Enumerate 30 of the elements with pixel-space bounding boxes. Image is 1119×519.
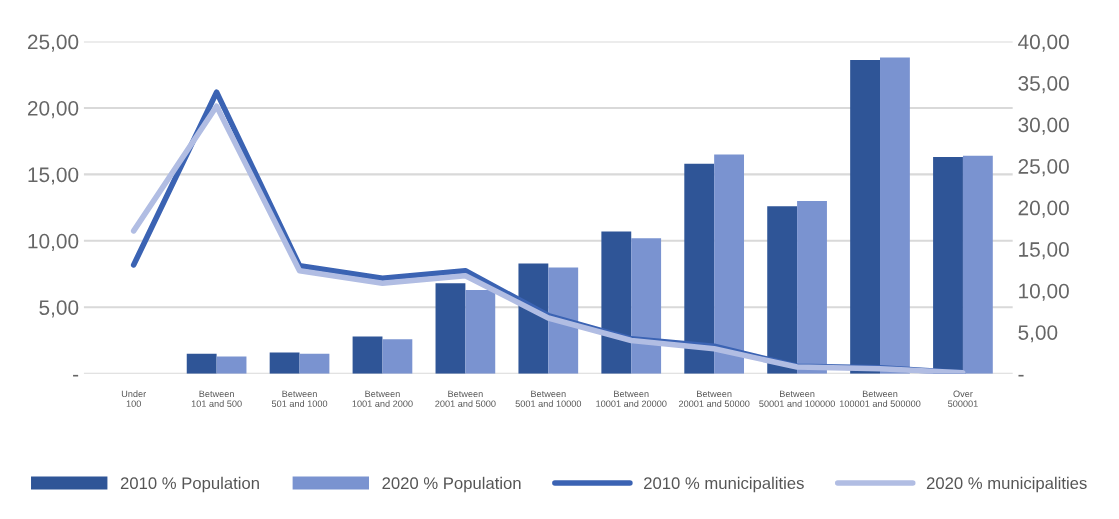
x-tick-label: Between 100001 and 500000 bbox=[839, 390, 921, 407]
y2-tick-label: 10,00 bbox=[1019, 283, 1069, 301]
y2-tick-label: - bbox=[1018, 374, 1024, 377]
x-tick-label: Between 501 and 1000 bbox=[271, 390, 328, 407]
x-tick-label: Under 100 bbox=[121, 390, 147, 407]
y-tick-label: 10,00 bbox=[28, 233, 79, 252]
x-tick-label: Between 50001 and 100000 bbox=[759, 390, 835, 407]
legend-label: 2010 % municipalities bbox=[644, 476, 804, 493]
legend-label: 2020 % municipalities bbox=[926, 476, 1087, 493]
y-tick-label: - bbox=[73, 374, 79, 377]
y2-tick-label: 15,00 bbox=[1019, 242, 1069, 260]
legend-label: 2020 % Population bbox=[382, 476, 521, 493]
y-tick-label: 15,00 bbox=[28, 167, 79, 185]
x-tick-label: Between 101 and 500 bbox=[191, 390, 242, 407]
y2-tick-label: 20,00 bbox=[1018, 200, 1069, 218]
x-tick-label: Over 500001 bbox=[948, 390, 978, 407]
x-tick-label: Between 5001 and 10000 bbox=[515, 390, 582, 407]
y2-tick-label: 35,00 bbox=[1018, 76, 1069, 94]
x-tick-label: Between 10001 and 20000 bbox=[596, 390, 667, 407]
y-tick-label: 5,00 bbox=[39, 300, 79, 318]
legend-label: 2010 % Population bbox=[120, 476, 259, 493]
x-tick-label: Between 1001 and 2000 bbox=[352, 390, 413, 407]
y2-tick-label: 25,00 bbox=[1018, 159, 1069, 177]
x-tick-label: Between 2001 and 5000 bbox=[435, 390, 496, 407]
y-tick-label: 25,00 bbox=[27, 34, 79, 52]
y-tick-label: 20,00 bbox=[27, 100, 79, 119]
y2-tick-label: 5,00 bbox=[1018, 325, 1058, 343]
x-tick-label: Between 20001 and 50000 bbox=[678, 390, 750, 407]
y2-tick-label: 30,00 bbox=[1018, 117, 1069, 135]
y2-tick-label: 40,00 bbox=[1018, 34, 1069, 52]
